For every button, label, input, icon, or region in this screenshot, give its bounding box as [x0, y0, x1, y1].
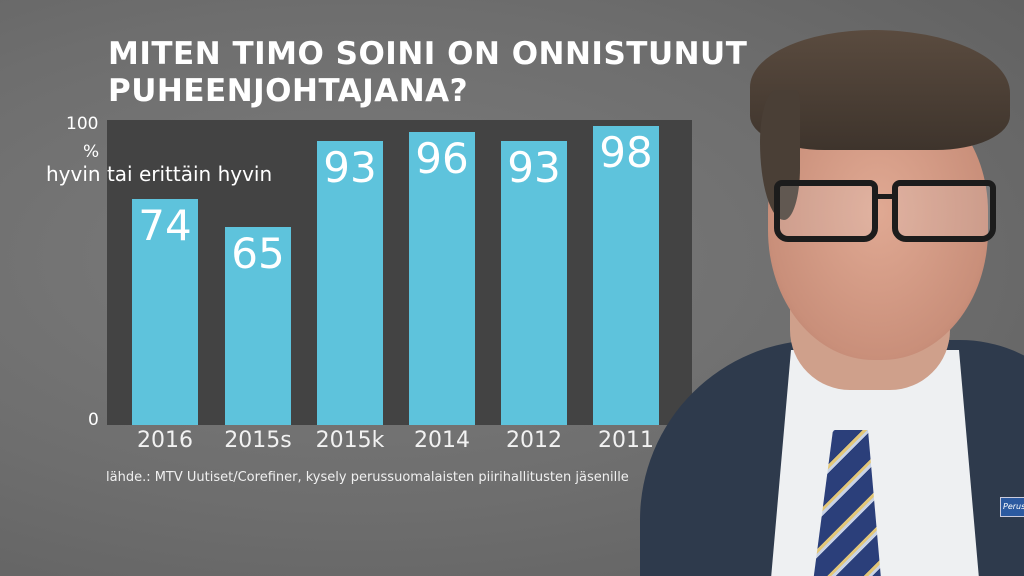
- bar-value-label: 96: [415, 134, 469, 183]
- bar-value-label: 93: [323, 143, 377, 192]
- x-label-2016: 2016: [137, 428, 193, 453]
- chart-title: MITEN TIMO SOINI ON ONNISTUNUT PUHEENJOH…: [108, 36, 747, 110]
- bar-value-label: 65: [231, 229, 285, 278]
- bar-2015k: 93: [317, 141, 383, 425]
- source-note: lähde.: MTV Uutiset/Corefiner, kysely pe…: [106, 470, 629, 485]
- bar-value-label: 74: [138, 201, 192, 250]
- lapel-pin: Perus: [1000, 497, 1024, 517]
- x-label-2015k: 2015k: [315, 428, 385, 453]
- y-axis-label: hyvin tai erittäin hyvin: [46, 162, 273, 186]
- bar-value-label: 93: [507, 143, 561, 192]
- portrait-photo: Perus: [600, 0, 1024, 576]
- x-label-2011: 2011: [598, 428, 654, 453]
- x-label-2015s: 2015s: [224, 428, 292, 453]
- bar-2014: 96: [409, 132, 475, 425]
- x-label-2012: 2012: [506, 428, 562, 453]
- chart-title-line2: PUHEENJOHTAJANA?: [108, 73, 469, 109]
- hair-side: [760, 90, 800, 220]
- glasses-lens-left: [774, 180, 878, 242]
- glasses-icon: [774, 180, 1000, 242]
- y-tick-100: 100: [66, 114, 99, 134]
- bar-value-label: 98: [599, 128, 653, 177]
- plot-area: 74 65 93 96 93 98: [107, 120, 692, 425]
- bar-2015s: 65: [225, 227, 291, 425]
- y-axis-unit: %: [83, 142, 100, 162]
- glasses-bridge: [872, 194, 896, 199]
- bar-2012: 93: [501, 141, 567, 425]
- bar-2011: 98: [593, 126, 659, 425]
- y-tick-0: 0: [88, 410, 99, 430]
- chart-title-line1: MITEN TIMO SOINI ON ONNISTUNUT: [108, 36, 748, 72]
- bar-2016: 74: [132, 199, 198, 425]
- glasses-lens-right: [892, 180, 996, 242]
- x-label-2014: 2014: [414, 428, 470, 453]
